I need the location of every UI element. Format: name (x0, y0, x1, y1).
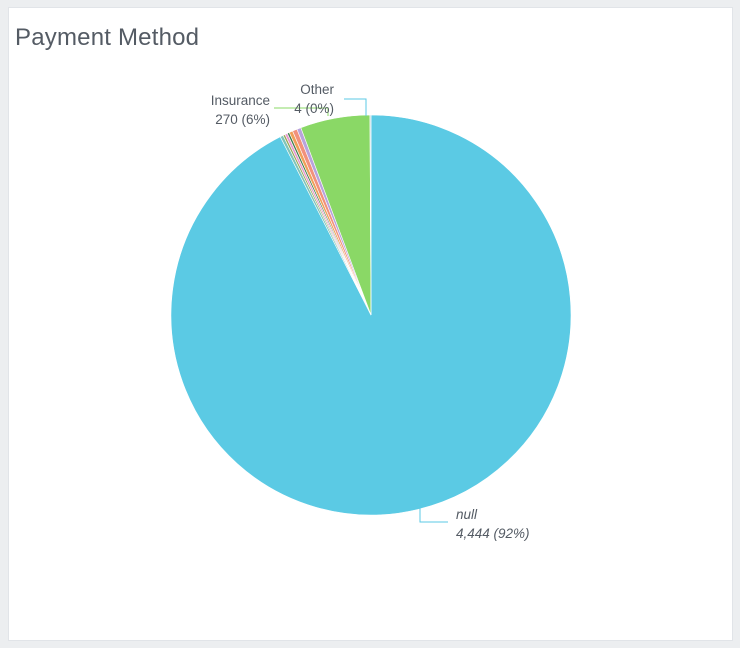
slice-value-null: 4,444 (92%) (456, 526, 530, 541)
pie-slice-other[interactable] (369, 114, 372, 316)
chart-title: Payment Method (15, 24, 200, 51)
leader-line-insurance (274, 107, 329, 116)
slice-label-null: null (456, 507, 478, 522)
slice-value-insurance: 270 (6%) (215, 112, 270, 127)
slice-label-insurance: Insurance (211, 93, 270, 108)
leader-line-other (344, 98, 367, 116)
leader-line-null (419, 505, 448, 523)
slice-value-other: 4 (0%) (294, 101, 334, 116)
pie-slices (170, 114, 572, 516)
slice-label-other: Other (300, 82, 334, 97)
